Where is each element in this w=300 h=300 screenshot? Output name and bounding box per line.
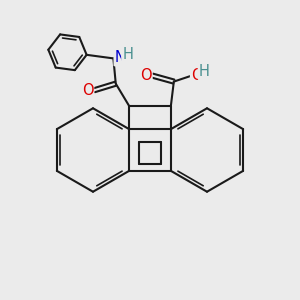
- Text: O: O: [82, 83, 93, 98]
- Text: N: N: [115, 50, 125, 65]
- Text: O: O: [140, 68, 152, 82]
- Text: H: H: [122, 47, 133, 62]
- Text: H: H: [199, 64, 210, 79]
- Text: O: O: [191, 68, 203, 83]
